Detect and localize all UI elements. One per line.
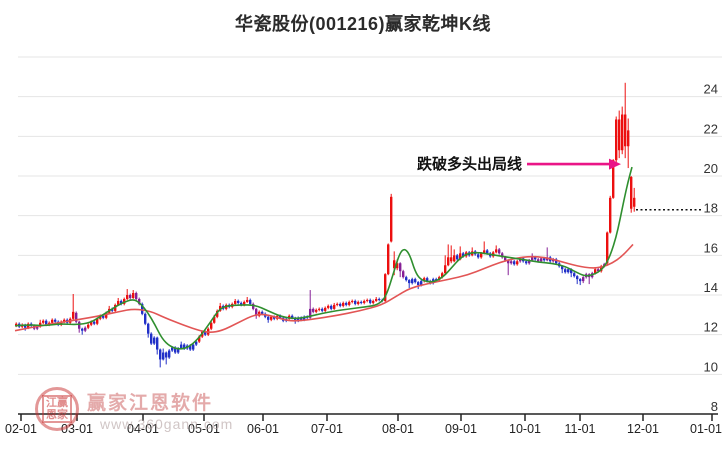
y-axis-label: 24 <box>704 82 718 97</box>
x-axis-label: 09-01 <box>445 422 477 436</box>
x-axis-label: 04-01 <box>127 422 159 436</box>
x-axis-label: 08-01 <box>382 422 414 436</box>
y-axis-label: 10 <box>704 359 718 374</box>
y-axis-label: 12 <box>704 320 718 335</box>
watermark-brand: 赢家江恩软件 <box>87 393 214 414</box>
x-axis-label: 05-01 <box>188 422 220 436</box>
y-axis-label: 8 <box>711 399 718 414</box>
watermark-seal-top: 江赢 <box>46 397 68 409</box>
chart-title: 华瓷股份(001216)赢家乾坤K线 <box>234 14 492 34</box>
y-axis-label: 16 <box>704 240 718 255</box>
x-axis-label: 07-01 <box>311 422 343 436</box>
x-axis-label: 06-01 <box>247 422 279 436</box>
x-axis-label: 01-01 <box>690 422 722 436</box>
x-axis-label: 11-01 <box>564 422 595 436</box>
watermark-seal-bottom: 恩家 <box>46 409 68 421</box>
x-axis-label: 02-01 <box>5 422 37 436</box>
y-axis-label: 20 <box>704 161 718 176</box>
breakdown-annotation: 跌破多头出局线 <box>416 156 522 173</box>
x-axis-label: 12-01 <box>627 422 659 436</box>
y-axis-label: 14 <box>704 280 718 295</box>
y-axis-label: 22 <box>704 121 718 136</box>
x-axis-label: 10-01 <box>509 422 541 436</box>
y-axis-label: 18 <box>704 201 718 216</box>
watermark-seal-icon: 江赢 恩家 <box>35 387 79 431</box>
watermark-url: www.360gann.com <box>100 416 234 432</box>
